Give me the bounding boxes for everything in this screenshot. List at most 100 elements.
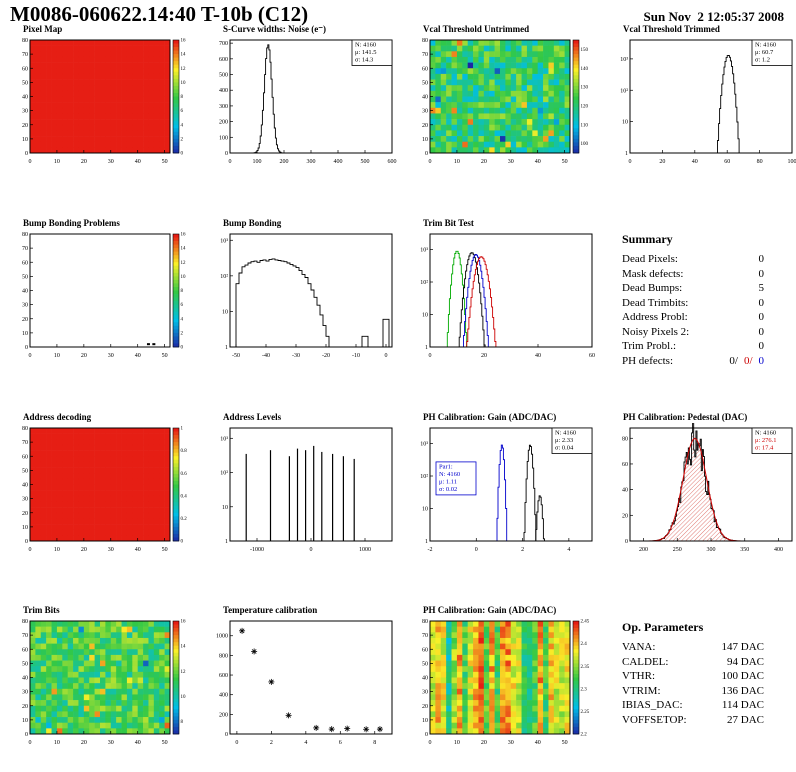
svg-text:40: 40 [422,95,428,101]
svg-text:30: 30 [108,353,114,359]
svg-text:50: 50 [162,353,168,359]
svg-text:400: 400 [334,159,343,165]
svg-text:60: 60 [422,66,428,72]
svg-text:10: 10 [181,81,187,86]
svg-text:110: 110 [581,123,589,128]
panel-title: Vcal Threshold Untrimmed [423,24,530,34]
svg-text:10: 10 [54,740,60,746]
panel-trim-bit-test: Trim Bit Test 0 20 40 60 1 10 10² 10³ [408,218,604,368]
svg-text:40: 40 [135,740,141,746]
ph-defects-value-blue: 0 [758,354,765,367]
svg-text:70: 70 [22,633,28,639]
svg-text:6: 6 [181,303,184,308]
svg-text:0.4: 0.4 [181,494,188,499]
svg-text:120: 120 [581,105,589,110]
summary-value: 0 [758,267,765,280]
svg-text:10³: 10³ [420,248,428,254]
svg-text:6: 6 [339,740,342,746]
svg-text:14: 14 [181,53,187,58]
svg-text:0: 0 [225,151,228,157]
svg-text:50: 50 [162,159,168,165]
svg-text:μ: 141.5: μ: 141.5 [355,49,377,56]
svg-text:100: 100 [253,159,262,165]
summary-label: Dead Pixels: [622,253,678,265]
svg-text:140: 140 [581,67,589,72]
svg-text:30: 30 [22,690,28,696]
svg-text:0: 0 [181,540,184,545]
svg-text:N: 4160: N: 4160 [355,42,376,49]
svg-text:0: 0 [181,346,184,351]
ph-gain-map-plot: 2.2 2.25 2.3 2.35 2.4 2.45 0 10 20 30 40 50 0 10 20 30 4… [422,619,590,746]
svg-text:μ: 276.1: μ: 276.1 [755,437,777,444]
svg-text:50: 50 [162,547,168,553]
svg-text:0.6: 0.6 [181,472,188,477]
svg-text:400: 400 [219,88,228,94]
svg-text:50: 50 [422,661,428,667]
svg-text:30: 30 [108,740,114,746]
svg-text:10³: 10³ [220,436,228,442]
svg-text:0: 0 [229,159,232,165]
ph-defects-row: PH defects: 0/0/0 [622,354,764,369]
svg-text:600: 600 [219,673,228,679]
svg-text:20: 20 [22,123,28,129]
op-param-value: 100 DAC [721,670,764,682]
svg-text:10: 10 [54,547,60,553]
panel-title: Bump Bonding Problems [23,218,120,228]
svg-text:0: 0 [425,732,428,738]
svg-text:50: 50 [22,661,28,667]
panel-ph-pedestal: PH Calibration: Pedestal (DAC) 200 250 300… [608,412,796,562]
panel-title: PH Calibration: Gain (ADC/DAC) [423,412,557,422]
panel-title: Address Levels [223,412,282,422]
svg-text:σ: 14.3: σ: 14.3 [355,57,373,64]
svg-text:40: 40 [535,740,541,746]
svg-text:4: 4 [181,123,184,128]
svg-text:60: 60 [622,462,628,468]
svg-text:20: 20 [81,547,87,553]
svg-text:50: 50 [22,80,28,86]
summary-row: Dead Bumps: 5 [622,281,764,296]
summary-row: Noisy Pixels 2: 0 [622,325,764,340]
panel-title: PH Calibration: Gain (ADC/DAC) [423,605,557,615]
svg-text:2.45: 2.45 [581,620,590,625]
svg-text:50: 50 [562,159,568,165]
svg-text:10³: 10³ [220,238,228,244]
svg-text:σ: 17.4: σ: 17.4 [755,445,774,452]
panel-scurve-noise: S-Curve widths: Noise (e⁻) 0 100 200 300 400… [208,24,404,174]
trim-bits-plot: 8 10 12 14 16 0 10 20 30 40 50 0 10 20 30 40 50 60 70 80 [22,619,187,746]
svg-text:0: 0 [235,740,238,746]
svg-text:60: 60 [22,647,28,653]
op-param-value: 94 DAC [727,655,764,668]
svg-text:40: 40 [692,159,698,165]
svg-text:2.2: 2.2 [581,733,588,738]
svg-text:12: 12 [181,670,187,675]
svg-text:30: 30 [108,159,114,165]
svg-text:70: 70 [22,440,28,446]
svg-text:10: 10 [422,718,428,724]
svg-text:8: 8 [181,95,184,100]
svg-text:10: 10 [222,505,228,511]
svg-text:20: 20 [481,740,487,746]
svg-text:50: 50 [422,80,428,86]
svg-text:40: 40 [22,95,28,101]
svg-text:σ: 0.04: σ: 0.04 [555,445,574,452]
svg-text:-30: -30 [292,353,300,359]
op-parameters-block: Op. Parameters VANA: 147 DAC CALDEL: 94 DA… [622,620,764,727]
op-parameters-title: Op. Parameters [622,620,704,634]
svg-text:0: 0 [625,539,628,545]
svg-text:10²: 10² [420,280,428,286]
svg-text:-50: -50 [232,353,240,359]
bump-bonding-plot: -50 -40 -30 -20 -10 0 1 10 10² 10³ [220,233,393,359]
svg-text:50: 50 [22,468,28,474]
svg-text:150: 150 [581,48,589,53]
panel-title: S-Curve widths: Noise (e⁻) [223,24,326,34]
svg-text:1: 1 [425,539,428,545]
svg-text:2.4: 2.4 [581,642,588,647]
svg-text:-20: -20 [322,353,330,359]
svg-text:200: 200 [219,712,228,718]
svg-text:10: 10 [181,695,187,700]
summary-value: 0 [758,296,765,309]
op-param-label: CALDEL: [622,655,669,668]
svg-text:130: 130 [581,86,589,91]
